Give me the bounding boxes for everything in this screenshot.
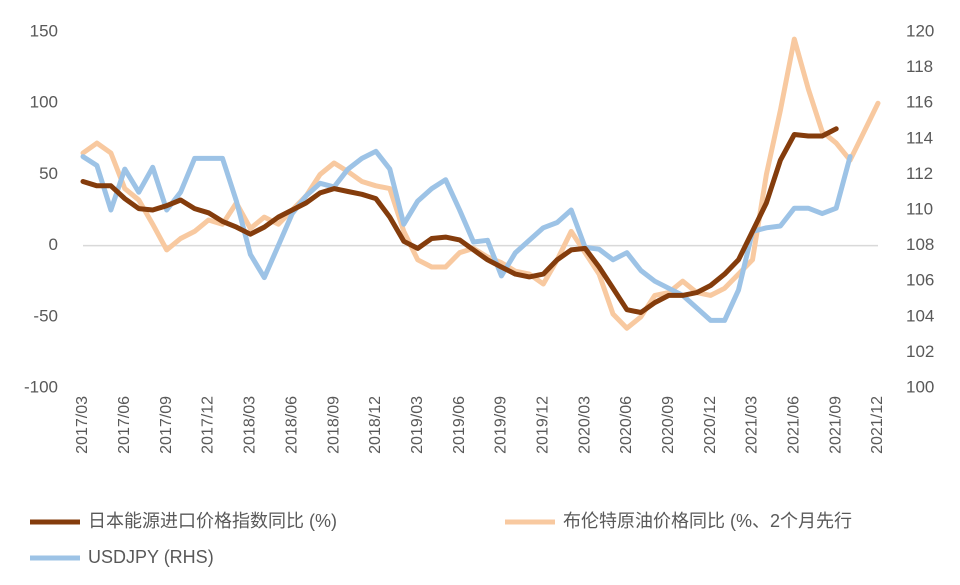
legend-label: 布伦特原油价格同比 (%、2个月先行: [563, 511, 852, 531]
y-tick-label: 0: [49, 235, 58, 254]
y2-tick-label: 100: [906, 377, 934, 396]
y2-tick-label: 104: [906, 306, 934, 325]
x-tick-label: 2021/09: [827, 396, 844, 454]
y2-tick-label: 118: [906, 57, 933, 76]
x-tick-label: 2018/12: [367, 396, 384, 454]
x-tick-label: 2019/12: [534, 396, 551, 454]
x-tick-label: 2018/03: [242, 396, 259, 454]
x-tick-label: 2017/09: [158, 396, 175, 454]
x-tick-label: 2021/12: [869, 396, 886, 454]
y2-tick-label: 120: [906, 21, 934, 40]
y2-tick-label: 116: [906, 93, 933, 112]
y2-tick-label: 110: [906, 199, 933, 218]
y2-tick-label: 108: [906, 235, 934, 254]
y2-tick-label: 112: [906, 164, 933, 183]
series-line: [80, 148, 853, 323]
legend-label: USDJPY (RHS): [88, 547, 214, 567]
y-tick-label: -100: [24, 377, 58, 396]
series-line: [80, 36, 881, 331]
y-tick-label: 100: [30, 93, 58, 112]
x-tick-label: 2018/06: [283, 396, 300, 454]
x-tick-label: 2020/06: [618, 396, 635, 454]
y-tick-label: 150: [30, 21, 58, 40]
legend-label: 日本能源进口价格指数同比 (%): [88, 511, 337, 531]
x-tick-label: 2018/09: [325, 396, 342, 454]
x-tick-label: 2019/03: [409, 396, 426, 454]
x-tick-label: 2017/03: [74, 396, 91, 454]
y-tick-label: -50: [33, 306, 58, 325]
x-tick-label: 2020/03: [576, 396, 593, 454]
y2-tick-label: 102: [906, 342, 934, 361]
series-line: [80, 126, 839, 315]
x-tick-label: 2021/06: [786, 396, 803, 454]
x-tick-label: 2021/03: [744, 396, 761, 454]
x-tick-label: 2019/06: [451, 396, 468, 454]
x-tick-label: 2020/09: [660, 396, 677, 454]
x-tick-label: 2020/12: [702, 396, 719, 454]
x-tick-label: 2017/06: [116, 396, 133, 454]
y2-tick-label: 114: [906, 128, 933, 147]
x-tick-label: 2019/09: [493, 396, 510, 454]
y2-tick-label: 106: [906, 271, 934, 290]
y-tick-label: 50: [39, 164, 58, 183]
x-tick-label: 2017/12: [200, 396, 217, 454]
